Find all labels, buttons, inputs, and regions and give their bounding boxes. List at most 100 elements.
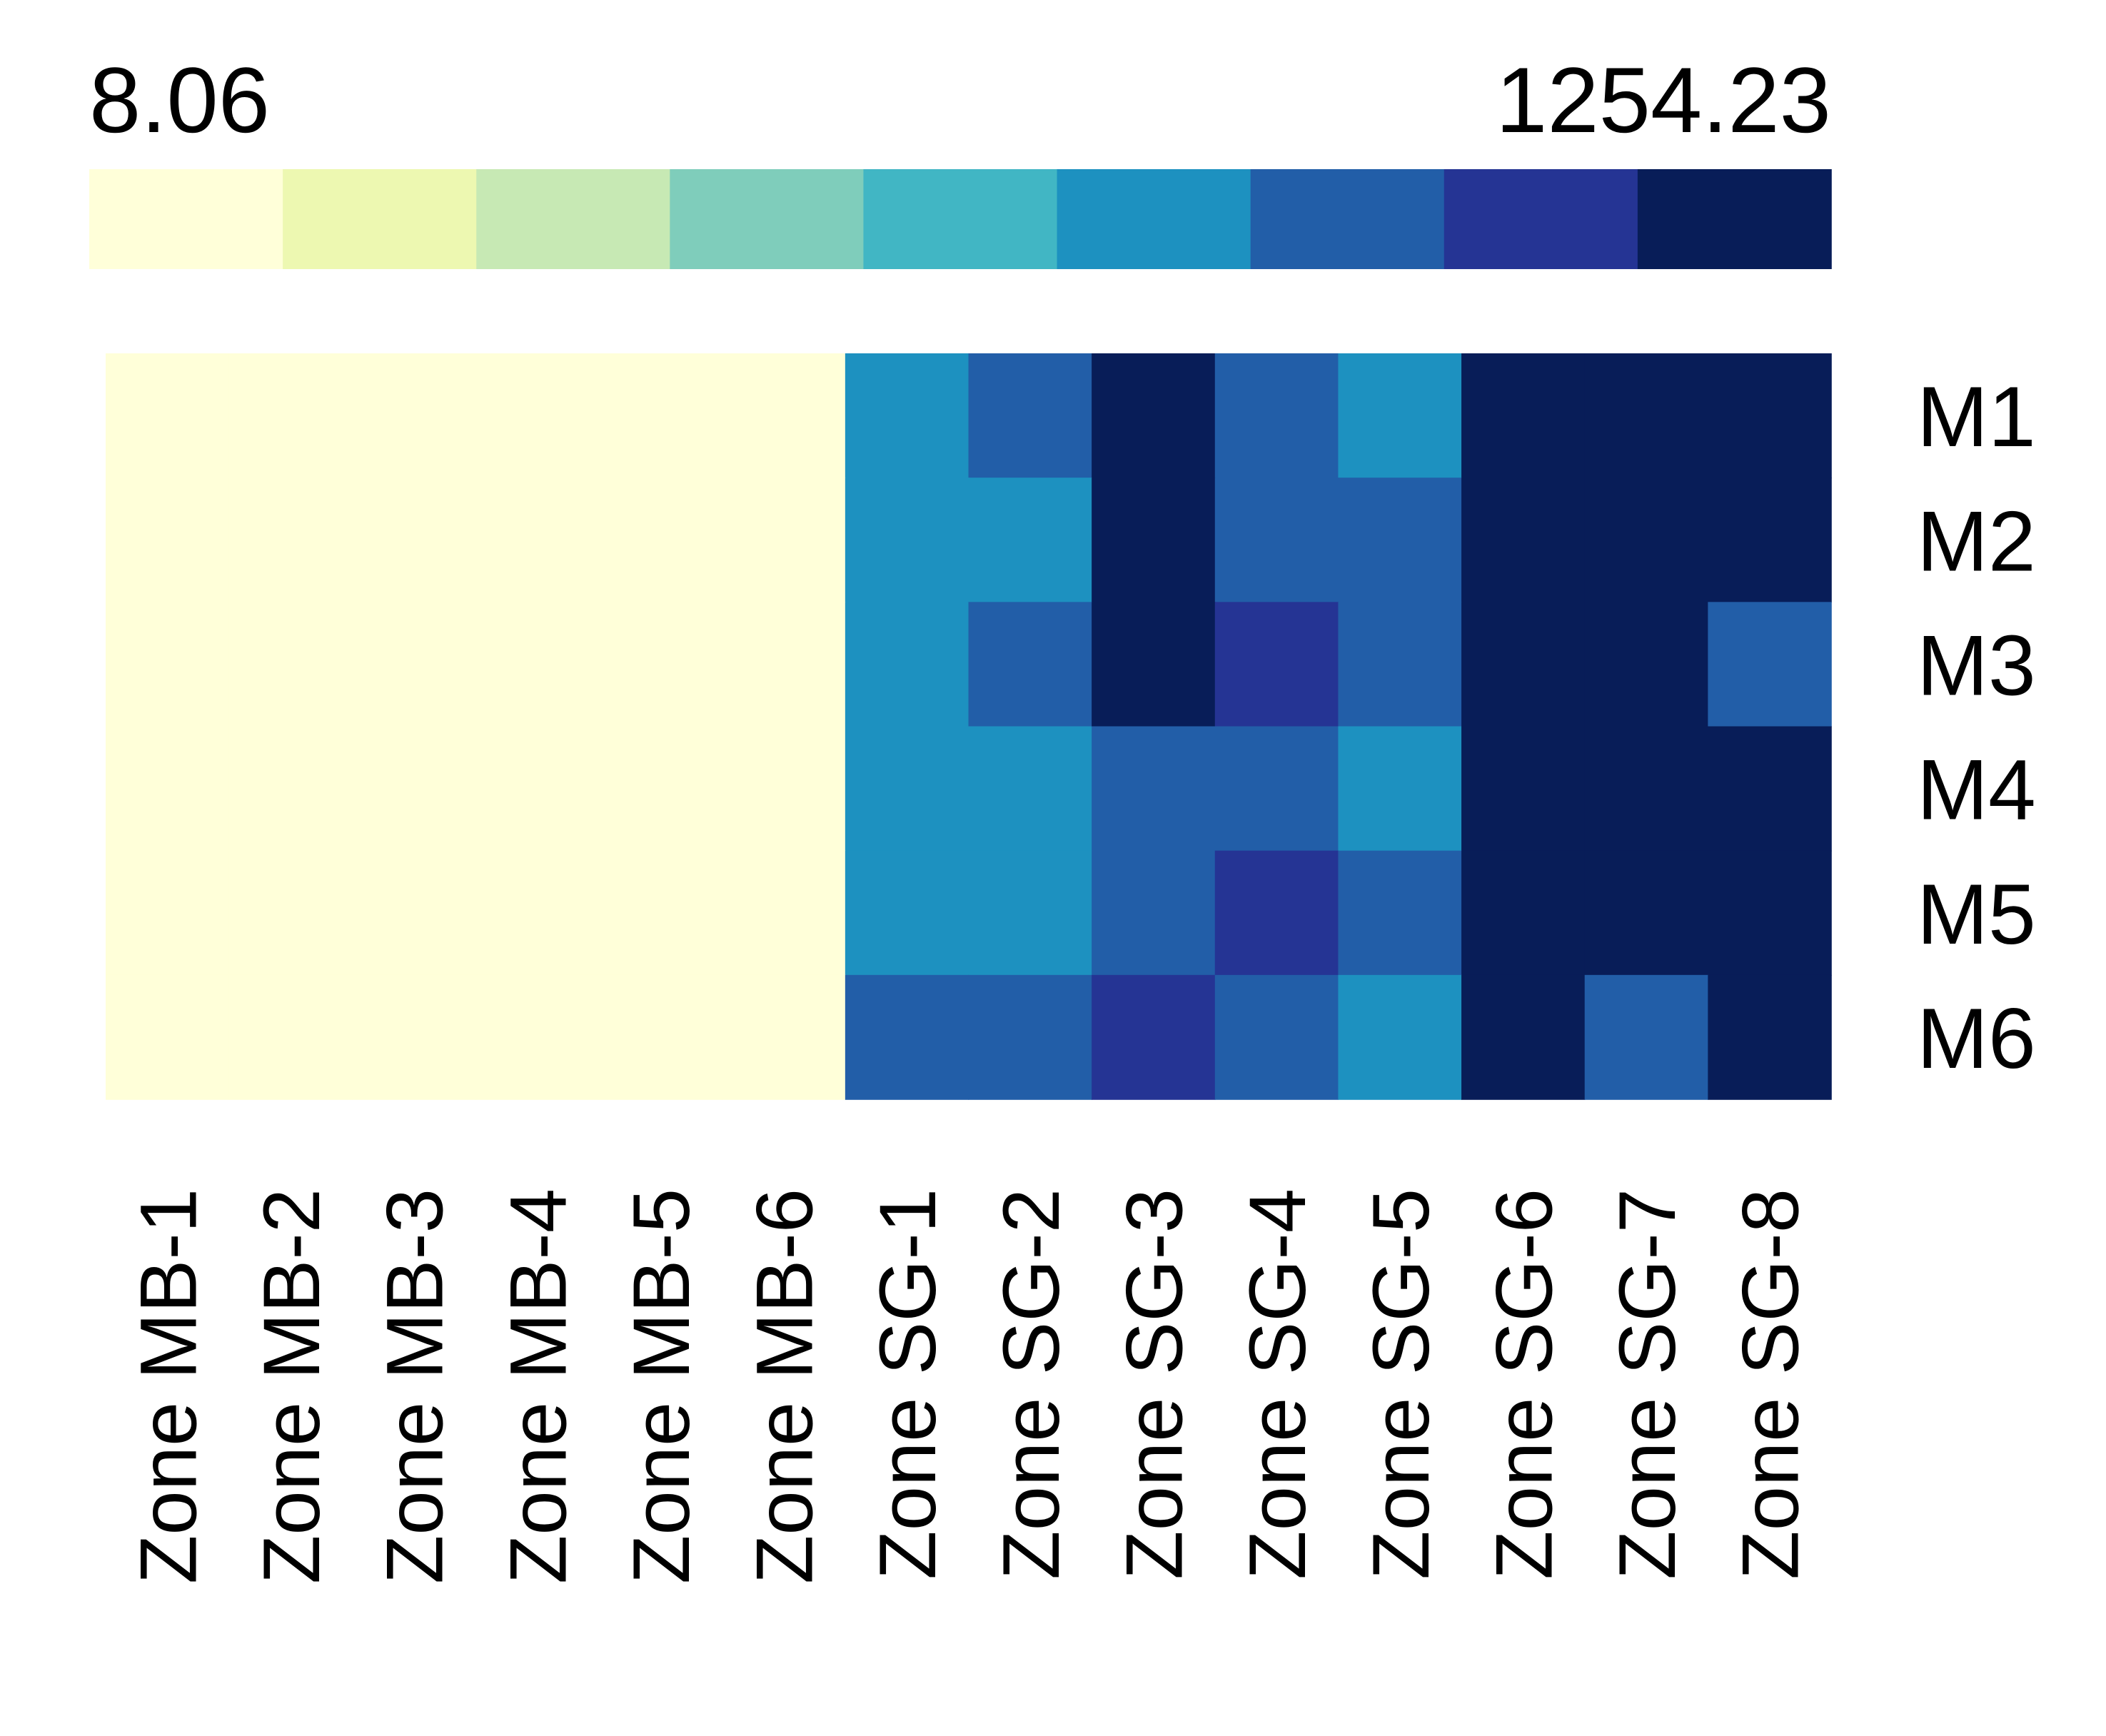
heatmap-cell: [228, 353, 353, 478]
heatmap-cell: [1461, 353, 1586, 478]
heatmap-cell: [475, 850, 600, 976]
colorbar-max-label: 1254.23: [1496, 48, 1831, 152]
heatmap-cell: [228, 478, 353, 603]
heatmap-cell: [1338, 353, 1462, 478]
heatmap-cell: [968, 353, 1092, 478]
heatmap-cell: [845, 974, 969, 1100]
heatmap-cell: [228, 602, 353, 727]
column-label: Zone MB-6: [740, 1189, 830, 1584]
colorbar-band: [1637, 169, 1832, 269]
heatmap-cell: [1584, 478, 1709, 603]
column-labels: Zone MB-1 Zone MB-2 Zone MB-3 Zone MB-4 Zone…: [124, 1189, 1815, 1584]
heatmap-cell: [968, 726, 1092, 852]
row-labels: M1 M2 M3 M4 M5 M6: [1917, 369, 2036, 1086]
heatmap-cell: [1461, 974, 1586, 1100]
heatmap-cell: [1338, 602, 1462, 727]
heatmap-cell: [1584, 850, 1709, 976]
column-label: Zone SG-6: [1479, 1189, 1568, 1580]
heatmap-cell: [1214, 478, 1339, 603]
heatmap-cell: [1214, 353, 1339, 478]
heatmap-cell: [598, 726, 723, 852]
heatmap-cell: [845, 353, 969, 478]
heatmap-cell: [1214, 726, 1339, 852]
column-label: Zone SG-3: [1109, 1189, 1199, 1580]
heatmap-cell: [845, 850, 969, 976]
colorbar-band: [863, 169, 1058, 269]
heatmap-cell: [722, 602, 846, 727]
heatmap-cells: [106, 353, 1832, 1100]
heatmap-cell: [1584, 602, 1709, 727]
heatmap-cell: [968, 602, 1092, 727]
heatmap-cell: [598, 353, 723, 478]
heatmap-cell: [475, 974, 600, 1100]
heatmap-cell: [1584, 726, 1709, 852]
heatmap-cell: [1338, 850, 1462, 976]
heatmap-cell: [1708, 850, 1832, 976]
heatmap-cell: [722, 850, 846, 976]
heatmap-cell: [228, 974, 353, 1100]
colorbar-min-label: 8.06: [89, 48, 270, 152]
row-label: M2: [1917, 493, 2036, 589]
colorbar-band: [89, 169, 283, 269]
heatmap-cell: [1214, 850, 1339, 976]
heatmap-cell: [1708, 602, 1832, 727]
heatmap-cell: [1092, 974, 1216, 1100]
heatmap-cell: [475, 602, 600, 727]
heatmap-cell: [228, 726, 353, 852]
heatmap-cell: [1461, 850, 1586, 976]
row-label: M1: [1917, 369, 2036, 465]
heatmap-cell: [1214, 602, 1339, 727]
row-label: M5: [1917, 867, 2036, 962]
heatmap-cell: [598, 974, 723, 1100]
heatmap-cell: [106, 602, 230, 727]
column-label: Zone SG-4: [1233, 1189, 1322, 1580]
heatmap-cell: [968, 478, 1092, 603]
heatmap-cell: [475, 726, 600, 852]
heatmap-cell: [1461, 478, 1586, 603]
heatmap-cell: [1708, 353, 1832, 478]
heatmap-cell: [1708, 974, 1832, 1100]
column-label: Zone MB-3: [371, 1189, 460, 1584]
heatmap-cell: [1461, 602, 1586, 727]
heatmap-cell: [352, 602, 476, 727]
heatmap-cell: [968, 850, 1092, 976]
heatmap-cell: [845, 602, 969, 727]
heatmap-cell: [722, 974, 846, 1100]
heatmap-cell: [845, 478, 969, 603]
heatmap-cell: [352, 974, 476, 1100]
heatmap-cell: [475, 478, 600, 603]
heatmap-cell: [106, 974, 230, 1100]
heatmap-cell: [1708, 726, 1832, 852]
heatmap-cell: [228, 850, 353, 976]
column-label: Zone SG-1: [863, 1189, 952, 1580]
heatmap-cell: [1092, 478, 1216, 603]
heatmap-cell: [475, 353, 600, 478]
row-label: M6: [1917, 991, 2036, 1086]
heatmap-cell: [1092, 353, 1216, 478]
row-label: M3: [1917, 617, 2036, 713]
heatmap-cell: [1338, 478, 1462, 603]
heatmap-cell: [722, 726, 846, 852]
heatmap-cell: [1338, 726, 1462, 852]
column-label: Zone MB-2: [247, 1189, 336, 1584]
heatmap-cell: [106, 850, 230, 976]
heatmap-cell: [1092, 850, 1216, 976]
heatmap-cell: [598, 850, 723, 976]
heatmap-cell: [352, 353, 476, 478]
colorbar-band: [1057, 169, 1251, 269]
row-label: M4: [1917, 742, 2036, 838]
heatmap-cell: [352, 478, 476, 603]
heatmap-cell: [598, 478, 723, 603]
heatmap-cell: [106, 726, 230, 852]
heatmap-cell: [352, 850, 476, 976]
heatmap-cell: [1461, 726, 1586, 852]
colorbar-band: [1444, 169, 1638, 269]
heatmap-cell: [352, 726, 476, 852]
heatmap-cell: [1338, 974, 1462, 1100]
heatmap-cell: [968, 974, 1092, 1100]
column-label: Zone SG-5: [1356, 1189, 1446, 1580]
column-label: Zone SG-2: [987, 1189, 1076, 1580]
column-label: Zone MB-1: [124, 1189, 213, 1584]
column-label: Zone MB-4: [493, 1189, 583, 1584]
